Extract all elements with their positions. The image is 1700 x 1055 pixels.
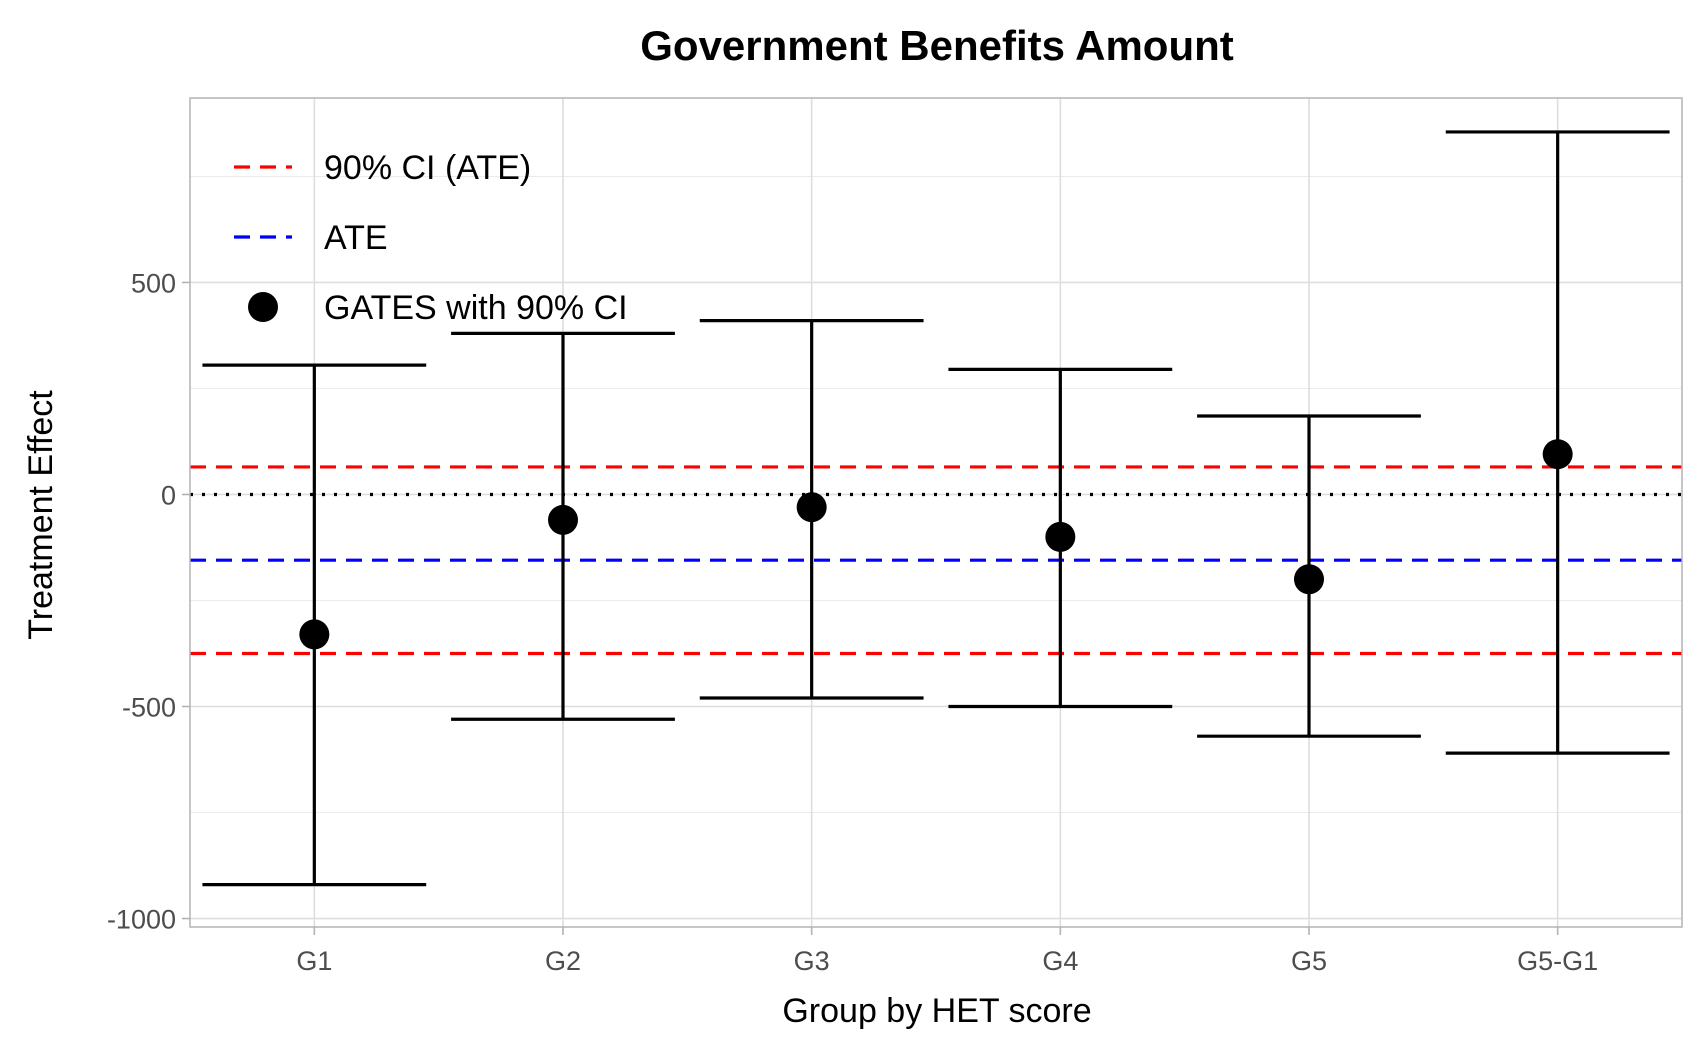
gates-point — [548, 504, 578, 535]
x-tick-label: G2 — [545, 946, 581, 976]
gates-point — [299, 619, 330, 650]
gates-point — [1045, 521, 1076, 552]
grid-layer — [190, 98, 1682, 927]
reference-lines — [190, 465, 1682, 656]
x-tick-label: G5 — [1291, 946, 1327, 976]
legend-key-dot — [248, 292, 278, 322]
legend-label: 90% CI (ATE) — [324, 149, 531, 187]
gates-point — [1542, 439, 1573, 470]
x-tick-label: G4 — [1042, 946, 1078, 976]
x-tick-label: G5-G1 — [1517, 946, 1598, 976]
axis-layer: 500 0 -500 -1000 G1 G2 G3 G4 G5 G5-G1 — [107, 268, 1598, 976]
y-tick-label: 0 — [161, 480, 176, 510]
x-tick-label: G3 — [794, 946, 830, 976]
legend: 90% CI (ATE) ATE GATES with 90% CI — [234, 149, 628, 327]
y-tick-label: -1000 — [107, 905, 176, 935]
panel-border — [189, 97, 1683, 928]
data-layer — [202, 130, 1670, 887]
y-axis-title: Treatment Effect — [22, 390, 60, 640]
legend-label: GATES with 90% CI — [324, 289, 628, 327]
x-tick-label: G1 — [296, 946, 332, 976]
gates-point — [1294, 564, 1324, 595]
legend-label: ATE — [324, 219, 388, 257]
gates-point — [796, 492, 827, 523]
y-tick-label: -500 — [122, 692, 176, 722]
chart-title: Government Benefits Amount — [640, 22, 1234, 69]
y-tick-label: 500 — [131, 268, 176, 298]
x-axis-title: Group by HET score — [782, 992, 1091, 1030]
